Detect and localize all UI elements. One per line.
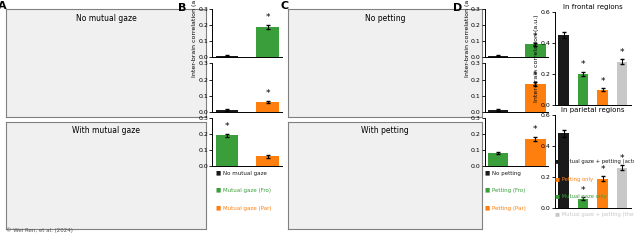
Bar xyxy=(216,55,238,57)
Text: With petting: With petting xyxy=(361,126,409,135)
Text: D: D xyxy=(453,3,463,13)
Text: *: * xyxy=(224,122,229,131)
Text: ■ Mutual gaze only: ■ Mutual gaze only xyxy=(555,194,607,199)
Bar xyxy=(578,199,588,208)
Text: ■ No mutual gaze: ■ No mutual gaze xyxy=(216,171,266,176)
Bar xyxy=(617,168,628,208)
Text: *: * xyxy=(620,48,624,57)
Text: ■ No petting: ■ No petting xyxy=(485,171,521,176)
Y-axis label: Inter-brain correlation (a.u.): Inter-brain correlation (a.u.) xyxy=(465,0,470,77)
Bar xyxy=(525,44,545,57)
Text: *: * xyxy=(600,165,605,174)
Bar xyxy=(488,153,508,166)
Text: ■ Petting (Par): ■ Petting (Par) xyxy=(485,206,526,211)
Text: *: * xyxy=(620,154,624,163)
Text: *: * xyxy=(533,71,538,80)
Bar xyxy=(558,35,569,105)
Bar xyxy=(558,133,569,208)
Bar xyxy=(488,110,508,112)
Bar xyxy=(257,102,279,112)
Text: B: B xyxy=(178,3,186,13)
Text: ■ Petting (Fro): ■ Petting (Fro) xyxy=(485,188,526,193)
Text: *: * xyxy=(266,89,270,98)
Text: With mutual gaze: With mutual gaze xyxy=(72,126,140,135)
Text: No mutual gaze: No mutual gaze xyxy=(76,14,136,23)
Bar xyxy=(257,27,279,57)
Text: ■ Mutual gaze + petting (theoretical): ■ Mutual gaze + petting (theoretical) xyxy=(555,212,634,217)
Text: ■ Mutual gaze (Fro): ■ Mutual gaze (Fro) xyxy=(216,188,271,193)
Bar xyxy=(597,90,608,105)
Bar xyxy=(488,55,508,57)
Title: In frontal regions: In frontal regions xyxy=(563,4,623,10)
Bar xyxy=(216,135,238,166)
Bar xyxy=(257,156,279,166)
Text: *: * xyxy=(266,13,270,22)
Text: ■ Petting only: ■ Petting only xyxy=(555,177,593,182)
Bar xyxy=(525,84,545,112)
Text: *: * xyxy=(581,186,585,195)
Bar xyxy=(216,110,238,112)
Text: *: * xyxy=(600,77,605,86)
Text: *: * xyxy=(581,60,585,69)
Bar xyxy=(617,62,628,105)
Text: © Wei Ren, et al. (2024): © Wei Ren, et al. (2024) xyxy=(6,227,73,233)
Bar xyxy=(597,179,608,208)
Text: A: A xyxy=(0,1,7,11)
Text: *: * xyxy=(533,125,538,134)
Y-axis label: Inter-brain correlation (a.u.): Inter-brain correlation (a.u.) xyxy=(192,0,197,77)
Text: No petting: No petting xyxy=(365,14,405,23)
Bar xyxy=(525,139,545,166)
Y-axis label: Inter-brain correlation (a.u.): Inter-brain correlation (a.u.) xyxy=(534,15,540,102)
Text: *: * xyxy=(533,32,538,41)
Text: ■ Mutual gaze + petting (actual): ■ Mutual gaze + petting (actual) xyxy=(555,159,634,164)
Title: In parietal regions: In parietal regions xyxy=(561,107,624,113)
Text: C: C xyxy=(281,1,289,11)
Bar xyxy=(578,74,588,105)
Text: ■ Mutual gaze (Par): ■ Mutual gaze (Par) xyxy=(216,206,271,211)
